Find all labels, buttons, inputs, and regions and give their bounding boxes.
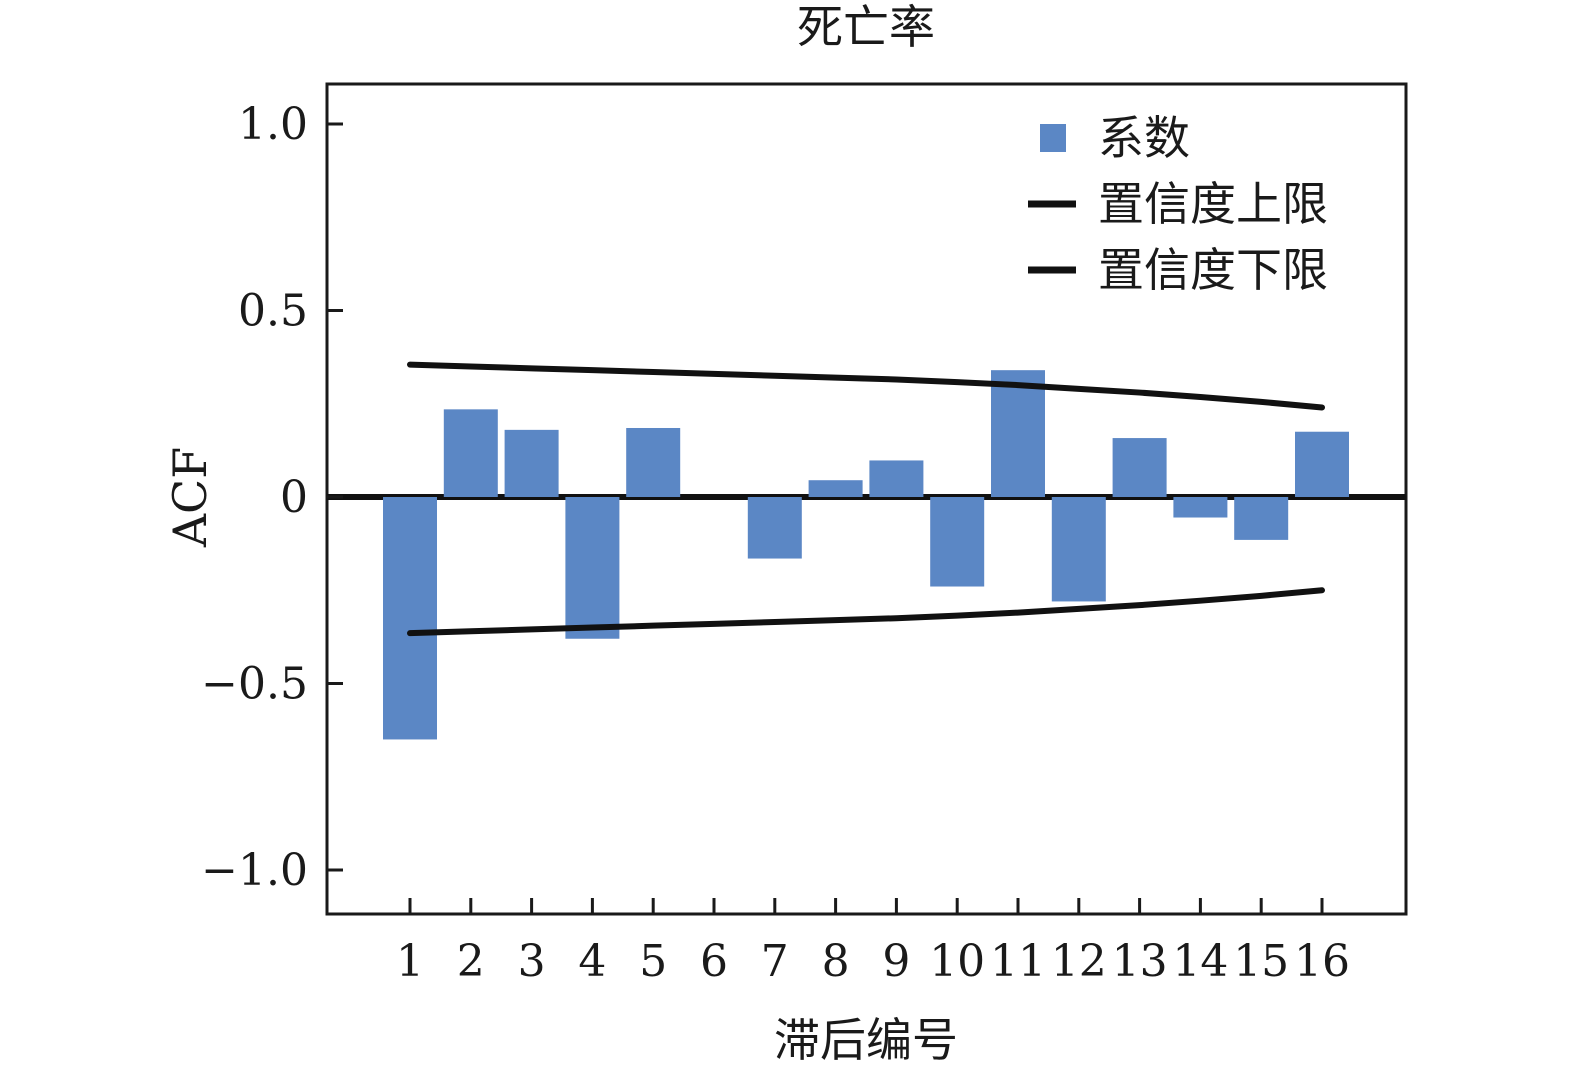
x-axis-label: 滞后编号 xyxy=(774,1013,958,1067)
x-tick-label-1: 1 xyxy=(396,936,424,987)
bar-lag-1 xyxy=(383,497,437,740)
legend-label-bar: 系数 xyxy=(1098,111,1190,165)
chart-title: 死亡率 xyxy=(797,0,935,54)
x-tick-label-7: 7 xyxy=(761,936,789,987)
bar-lag-14 xyxy=(1173,497,1228,518)
ticks: 1 2 3 4 5 6 7 8 9 10 11 12 13 14 15 161.00.50−0.5−1.0 xyxy=(201,99,1350,987)
bar-lag-11 xyxy=(991,370,1045,497)
bar-lag-9 xyxy=(869,460,924,497)
bar-lag-3 xyxy=(504,429,559,497)
x-tick-label-15: 15 xyxy=(1233,936,1289,987)
x-tick-label-2: 2 xyxy=(457,936,485,987)
x-tick-label-5: 5 xyxy=(639,936,667,987)
bar-lag-15 xyxy=(1234,497,1289,540)
bar-lag-12 xyxy=(1051,497,1106,602)
bar-lag-8 xyxy=(808,480,863,497)
x-tick-label-14: 14 xyxy=(1172,936,1228,987)
legend-label-lower: 置信度下限 xyxy=(1098,243,1328,297)
x-tick-label-13: 13 xyxy=(1112,936,1168,987)
legend: 系数 置信度上限 置信度下限 xyxy=(1028,111,1328,297)
bar-lag-7 xyxy=(747,497,802,559)
confidence-lines xyxy=(407,361,1325,637)
bar-lag-13 xyxy=(1112,438,1167,497)
y-tick-label: −1.0 xyxy=(201,845,308,896)
upper-confidence-line xyxy=(407,361,1325,411)
y-axis-label: ACF xyxy=(163,447,217,548)
legend-swatch-bar xyxy=(1040,124,1066,152)
y-tick-label: 0.5 xyxy=(238,286,308,337)
legend-label-upper: 置信度上限 xyxy=(1098,177,1328,231)
x-tick-label-12: 12 xyxy=(1051,936,1107,987)
bar-lag-5 xyxy=(626,427,681,497)
bar-lag-2 xyxy=(443,409,498,497)
bar-lag-4 xyxy=(565,497,620,639)
x-tick-label-6: 6 xyxy=(700,936,728,987)
x-tick-label-11: 11 xyxy=(990,936,1046,987)
bar-lag-10 xyxy=(930,497,985,587)
y-tick-label: 0 xyxy=(280,472,308,523)
lower-confidence-line xyxy=(407,587,1325,637)
x-tick-label-3: 3 xyxy=(518,936,546,987)
bar-lag-16 xyxy=(1295,431,1349,497)
x-tick-label-10: 10 xyxy=(929,936,985,987)
x-tick-label-8: 8 xyxy=(822,936,850,987)
bars xyxy=(383,370,1349,740)
x-tick-label-16: 16 xyxy=(1294,936,1350,987)
x-tick-label-9: 9 xyxy=(882,936,910,987)
y-tick-label: −0.5 xyxy=(201,659,308,710)
x-tick-label-4: 4 xyxy=(578,936,606,987)
y-tick-label: 1.0 xyxy=(238,99,308,150)
